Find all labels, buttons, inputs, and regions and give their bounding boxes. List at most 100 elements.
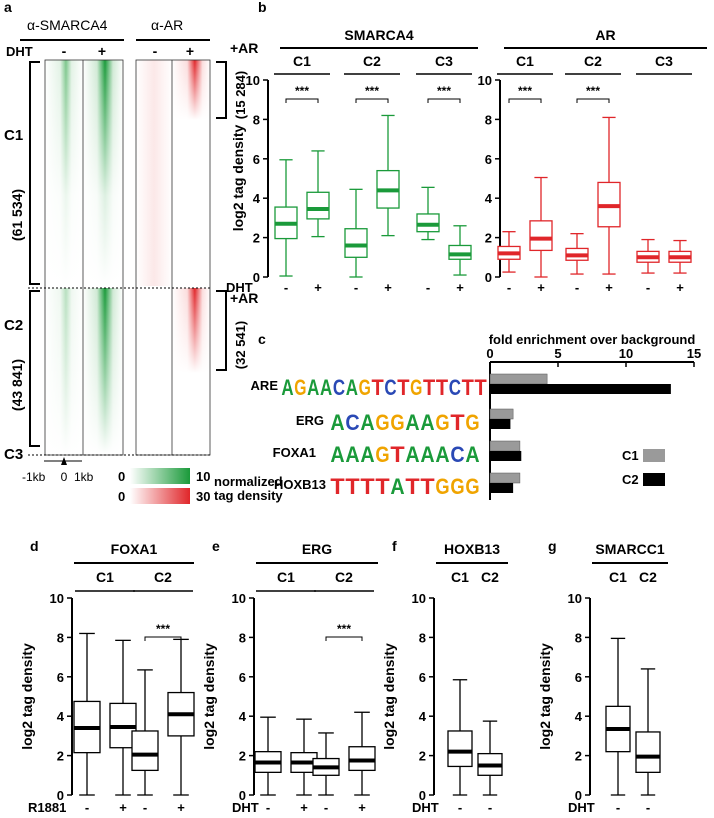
legend-text-1: normalized: [214, 474, 283, 489]
c-x-tick-label: 5: [554, 346, 561, 361]
c-x-tick-label: 0: [486, 346, 493, 361]
b-treat-mark: -: [426, 280, 430, 295]
d-treat-mark: +: [177, 800, 185, 815]
d-title: FOXA1: [111, 541, 158, 557]
b-cluster-label: C2: [363, 53, 381, 69]
d-xlabel: R1881: [28, 800, 66, 815]
d-box: [73, 632, 101, 796]
c-bar-c1: [489, 440, 521, 452]
c-category-label: ERG: [296, 413, 324, 428]
e-treat-mark: -: [266, 800, 270, 815]
d-y-tick-label: 0: [57, 788, 64, 803]
c-motif-letter: A: [405, 410, 419, 435]
c-motif-letter: A: [330, 410, 344, 435]
cluster-label-c2: C2: [4, 317, 23, 334]
panel-g: g 0 2 4 6 8 10 log2 tag density SMARCC1 DHT C1 - C2…: [537, 538, 668, 815]
bracket-ar-c1: [216, 61, 227, 119]
b-smarca4-iqr: [344, 228, 368, 258]
c-motif-letter: T: [420, 474, 435, 499]
b-treat-mark: +: [676, 280, 684, 295]
c-motif-letter: A: [420, 442, 434, 467]
c-motif-letter: C: [333, 375, 345, 400]
b-sig-bracket: [508, 98, 542, 103]
c-category-label: ARE: [251, 378, 279, 393]
e-treat-mark: +: [358, 800, 366, 815]
c-motif-letter: G: [435, 474, 449, 499]
c-motif-letter: A: [390, 474, 404, 499]
c-motif-letter: A: [346, 375, 358, 400]
panel-b: b 0 2 4 6 8 10 0 2 4 6 8 10 log2 tag density DHT SMARC…: [226, 0, 707, 295]
c-bar-c2: [490, 384, 671, 394]
b-group-title: AR: [595, 27, 615, 43]
f-y-tick-label: 0: [419, 788, 426, 803]
g-cluster-label: C2: [639, 569, 657, 585]
c-motif-letter: G: [465, 410, 479, 435]
c-legend-swatch-c2: [643, 473, 665, 486]
b-significance: ***: [518, 84, 532, 98]
b-group-title: SMARCA4: [344, 27, 413, 43]
e-xlabel: DHT: [232, 800, 259, 815]
d-iqr: [131, 730, 159, 772]
b-smarca4-y-tick-label: 10: [246, 73, 260, 88]
b-cluster-label: C1: [516, 53, 534, 69]
c-motif-letter: T: [423, 375, 436, 400]
c-motif-letter: G: [465, 474, 479, 499]
heatmap-title-smarca4: α-SMARCA4: [27, 17, 108, 33]
panel-a: a α-SMARCA4 α-AR DHT - + - +: [4, 0, 283, 504]
f-title: HOXB13: [444, 541, 500, 557]
e-treat-mark: +: [300, 800, 308, 815]
e-y-tick-label: 6: [239, 670, 246, 685]
c-motif-letter: T: [436, 375, 449, 400]
c-motif-letter: C: [384, 375, 396, 400]
b-ar-y-tick-label: 0: [485, 270, 492, 285]
c-x-tick-label: 15: [687, 346, 701, 361]
c-motif-letter: C: [345, 410, 359, 435]
b-ylabel: log2 tag density: [230, 125, 246, 232]
c-bar-c2: [490, 419, 511, 429]
heatmap-smarca4: [44, 59, 124, 456]
b-ar-box: [668, 239, 692, 274]
b-treat-mark: +: [456, 280, 464, 295]
e-treat-mark: -: [324, 800, 328, 815]
f-xlabel: DHT: [412, 800, 439, 815]
e-cluster-label: C2: [335, 569, 353, 585]
g-y-tick-label: 6: [575, 670, 582, 685]
b-sig-bracket: [285, 98, 319, 103]
f-treat-mark: -: [488, 800, 492, 815]
treat-mark-4: +: [186, 43, 194, 59]
c-bar-c2: [490, 483, 514, 493]
f-box: [447, 679, 473, 796]
d-box: [109, 639, 137, 796]
c-motif-letter: A: [330, 442, 344, 467]
g-box: [605, 637, 631, 796]
g-iqr: [635, 731, 661, 773]
c-motif-letter: A: [345, 442, 359, 467]
center-arrow-icon: [61, 457, 67, 465]
ar-bracket-label-1: +AR: [230, 40, 258, 56]
c-bar-c1: [489, 408, 514, 420]
g-xlabel: DHT: [568, 800, 595, 815]
b-ar-y-tick-label: 8: [485, 112, 492, 127]
b-sig-bracket: [355, 98, 389, 103]
panel-label-g: g: [548, 538, 557, 554]
d-significance: ***: [156, 622, 170, 636]
panel-label-f: f: [392, 538, 397, 554]
c-motif-letter: T: [397, 375, 410, 400]
b-smarca4-box: [274, 159, 298, 277]
e-cluster-label: C1: [277, 569, 295, 585]
treat-mark-1: -: [62, 43, 67, 59]
b-cluster-label: C3: [655, 53, 673, 69]
c-motif-letter: A: [281, 375, 293, 400]
c-motif-letter: G: [375, 410, 389, 435]
g-y-tick-label: 4: [575, 709, 583, 724]
g-y-tick-label: 10: [568, 591, 582, 606]
f-y-tick-label: 8: [419, 630, 426, 645]
c-motif-letter: T: [474, 375, 487, 400]
f-cluster-label: C2: [481, 569, 499, 585]
d-treat-mark: -: [143, 800, 147, 815]
ar-bracket-count-1: (15 284): [233, 71, 248, 119]
b-ar-box: [636, 238, 660, 274]
b-smarca4-box: [306, 150, 330, 238]
b-ar-box: [529, 176, 553, 278]
c-motif-letter: T: [345, 474, 360, 499]
